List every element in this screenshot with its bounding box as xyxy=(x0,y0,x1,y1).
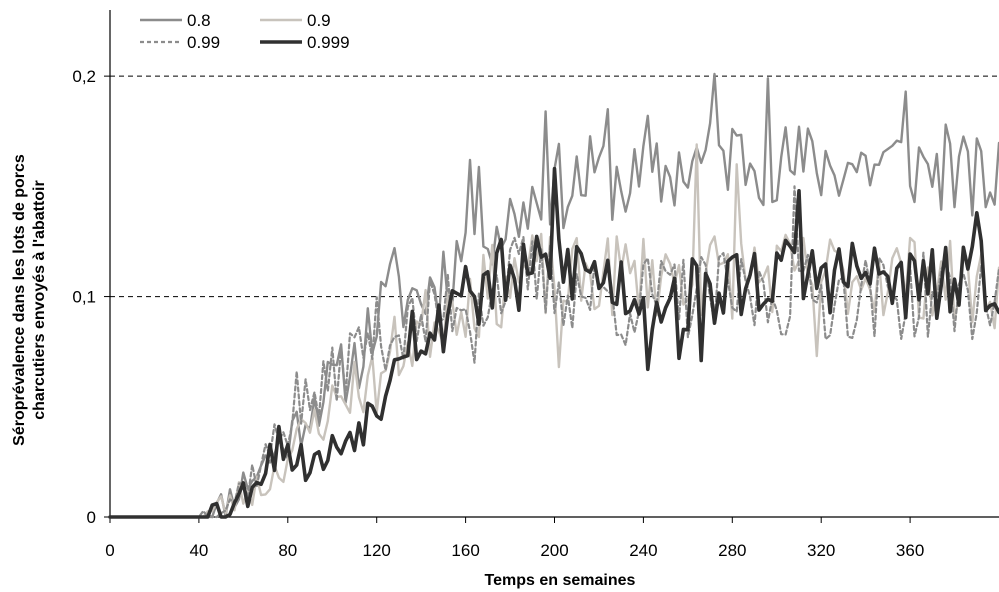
y-tick-label-1: 0,1 xyxy=(72,288,96,307)
y-tick-label-0: 0 xyxy=(87,508,96,527)
series-line-0.99 xyxy=(108,185,999,519)
y-tick-label-2: 0,2 xyxy=(72,67,96,86)
legend: 0.8 0.9 0.99 0.999 xyxy=(140,11,350,52)
ticks: 0 40 80 120 160 200 240 280 320 360 0 0,1 0,2 xyxy=(72,67,924,560)
y-axis-title-line-2: charcutiers envoyés à l'abattoir xyxy=(31,180,48,419)
x-tick-label-8: 320 xyxy=(807,541,835,560)
x-tick-label-7: 280 xyxy=(718,541,746,560)
legend-label-0.999: 0.999 xyxy=(307,33,350,52)
y-axis-title-line-1: Séroprévalence dans les lots de porcs xyxy=(11,154,28,446)
series-group xyxy=(108,72,999,519)
legend-label-0.9: 0.9 xyxy=(307,11,331,30)
x-tick-label-2: 80 xyxy=(278,541,297,560)
x-tick-label-0: 0 xyxy=(105,541,114,560)
x-axis-title: Temps en semaines xyxy=(485,572,636,589)
legend-label-0.8: 0.8 xyxy=(187,11,211,30)
x-tick-label-3: 120 xyxy=(363,541,391,560)
series-line-0.999 xyxy=(108,166,999,519)
x-tick-label-6: 240 xyxy=(629,541,657,560)
x-tick-label-5: 200 xyxy=(540,541,568,560)
x-tick-label-4: 160 xyxy=(451,541,479,560)
x-tick-label-9: 360 xyxy=(896,541,924,560)
legend-label-0.99: 0.99 xyxy=(187,33,220,52)
y-axis-title: Séroprévalence dans les lots de porcs ch… xyxy=(11,154,48,446)
x-tick-label-1: 40 xyxy=(189,541,208,560)
